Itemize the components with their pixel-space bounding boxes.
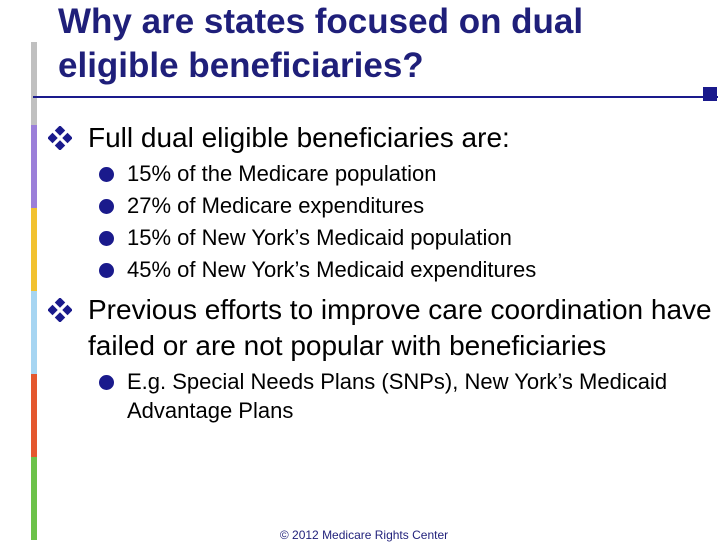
filled-circle-icon [99, 167, 114, 182]
diamond-four-petal-icon [48, 292, 84, 328]
level1-item: Previous efforts to improve care coordin… [48, 292, 718, 364]
level2-item: 27% of Medicare expenditures [48, 191, 718, 220]
left-color-stripe [31, 42, 37, 540]
level1-item: Full dual eligible beneficiaries are: [48, 120, 718, 156]
title-underline [33, 96, 718, 98]
filled-circle-icon [99, 263, 114, 278]
filled-circle-icon [99, 231, 114, 246]
level1-item-text: Full dual eligible beneficiaries are: [88, 122, 510, 153]
slide-title: Why are states focused on dual eligible … [58, 2, 584, 85]
level2-item: 15% of the Medicare population [48, 159, 718, 188]
level2-item-text: E.g. Special Needs Plans (SNPs), New Yor… [127, 369, 668, 423]
level1-item-text: Previous efforts to improve care coordin… [88, 294, 712, 361]
level2-item-text: 15% of New York’s Medicaid population [127, 225, 512, 250]
level2-item-text: 15% of the Medicare population [127, 161, 437, 186]
stripe-segment-gray [31, 42, 37, 125]
slide-body: Full dual eligible beneficiaries are: 15… [48, 120, 718, 428]
level2-item-text: 27% of Medicare expenditures [127, 193, 425, 218]
level2-item: E.g. Special Needs Plans (SNPs), New Yor… [48, 367, 718, 425]
slide-footer: © 2012 Medicare Rights Center [279, 528, 449, 542]
diamond-four-petal-icon [48, 120, 84, 156]
stripe-segment-green [31, 457, 37, 540]
stripe-segment-lightblue [31, 291, 37, 374]
title-rule-square [703, 87, 717, 101]
level2-item-text: 45% of New York’s Medicaid expenditures [127, 257, 537, 282]
stripe-segment-red [31, 374, 37, 457]
stripe-segment-yellow [31, 208, 37, 291]
stripe-segment-purple [31, 125, 37, 208]
filled-circle-icon [99, 199, 114, 214]
filled-circle-icon [99, 375, 114, 390]
level2-item: 15% of New York’s Medicaid population [48, 223, 718, 252]
level2-item: 45% of New York’s Medicaid expenditures [48, 255, 718, 284]
